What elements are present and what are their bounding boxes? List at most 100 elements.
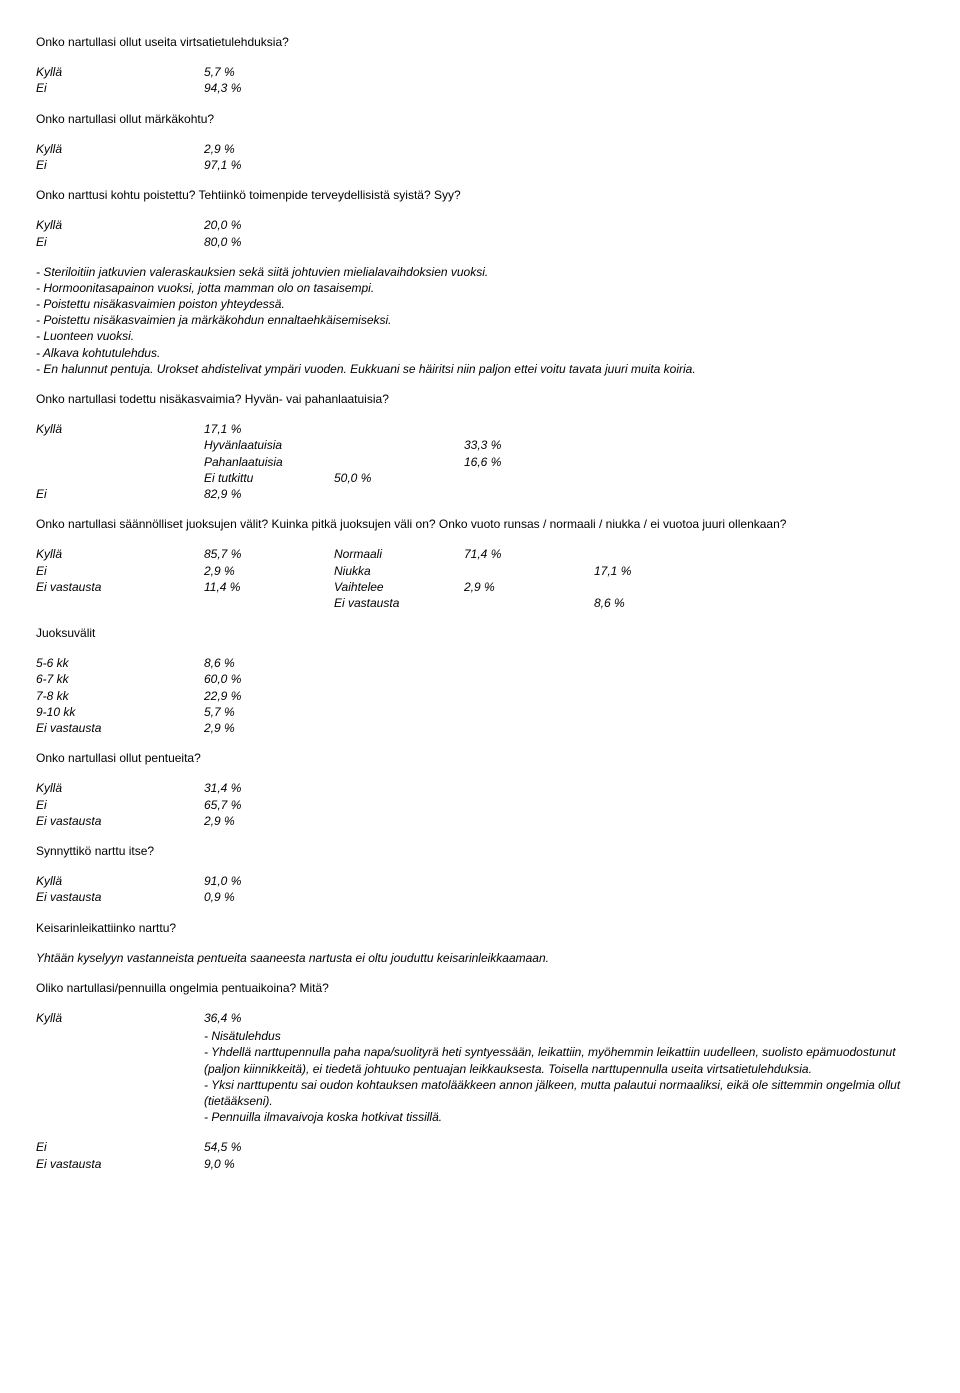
label: Ei (36, 797, 204, 813)
label: Pahanlaatuisia (204, 454, 334, 470)
value2 (464, 563, 594, 579)
label2: Ei vastausta (334, 595, 464, 611)
label: Ei (36, 563, 204, 579)
q4-sub-2: Ei tutkittu50,0 % (204, 470, 924, 486)
value: 2,9 % (204, 141, 334, 157)
value: 16,6 % (464, 454, 594, 470)
q2-row-1: Ei97,1 % (36, 157, 924, 173)
q6-row-2: 7-8 kk22,9 % (36, 688, 924, 704)
value: 91,0 % (204, 873, 334, 889)
question-6-title: Juoksuvälit (36, 625, 924, 641)
value3 (594, 546, 724, 562)
value: 36,4 % (204, 1010, 334, 1026)
question-10-title: Oliko nartullasi/pennuilla ongelmia pent… (36, 980, 924, 996)
value: 22,9 % (204, 688, 334, 704)
label: Kyllä (36, 421, 204, 437)
label: Ei (36, 234, 204, 250)
q5-row-3: Ei vastausta 8,6 % (36, 595, 924, 611)
q9-paragraph: Yhtään kyselyyn vastanneista pentueita s… (36, 950, 924, 966)
col (464, 470, 594, 486)
value: 2,9 % (204, 720, 334, 736)
value: 2,9 % (204, 813, 334, 829)
q3-bullet: - Hormoonitasapainon vuoksi, jotta mamma… (36, 280, 924, 296)
q7-row-1: Ei65,7 % (36, 797, 924, 813)
value: 17,1 % (204, 421, 334, 437)
value: 50,0 % (334, 470, 464, 486)
value: 2,9 % (204, 563, 334, 579)
value2 (464, 595, 594, 611)
label2: Niukka (334, 563, 464, 579)
value2: 71,4 % (464, 546, 594, 562)
q8-row-0: Kyllä91,0 % (36, 873, 924, 889)
question-1-title: Onko nartullasi ollut useita virtsatietu… (36, 34, 924, 50)
value: 20,0 % (204, 217, 334, 233)
label: Ei vastausta (36, 1156, 204, 1172)
q5-row-0: Kyllä 85,7 % Normaali 71,4 % (36, 546, 924, 562)
question-9-title: Keisarinleikattiinko narttu? (36, 920, 924, 936)
question-8-title: Synnyttikö narttu itse? (36, 843, 924, 859)
question-3-title: Onko narttusi kohtu poistettu? Tehtiinkö… (36, 187, 924, 203)
q4-sub-0: Hyvänlaatuisia 33,3 % (204, 437, 924, 453)
value: 5,7 % (204, 64, 334, 80)
q3-row-1: Ei80,0 % (36, 234, 924, 250)
label (36, 595, 204, 611)
q3-bullet: - Alkava kohtutulehdus. (36, 345, 924, 361)
value: 8,6 % (204, 655, 334, 671)
label: Kyllä (36, 1010, 204, 1026)
q10-bullet: - Yhdellä narttupennulla paha napa/suoli… (204, 1044, 924, 1076)
q2-row-0: Kyllä2,9 % (36, 141, 924, 157)
value: 94,3 % (204, 80, 334, 96)
label: 7-8 kk (36, 688, 204, 704)
q10-bullet: - Nisätulehdus (204, 1028, 924, 1044)
q10-eivastausta: Ei vastausta9,0 % (36, 1156, 924, 1172)
value: 60,0 % (204, 671, 334, 687)
q7-row-0: Kyllä31,4 % (36, 780, 924, 796)
col (334, 437, 464, 453)
q1-row-0: Kyllä5,7 % (36, 64, 924, 80)
q1-row-1: Ei94,3 % (36, 80, 924, 96)
value: 11,4 % (204, 579, 334, 595)
label: Ei (36, 1139, 204, 1155)
label: Kyllä (36, 141, 204, 157)
label: 6-7 kk (36, 671, 204, 687)
q3-bullet: - Poistettu nisäkasvaimien ja märkäkohdu… (36, 312, 924, 328)
label: 9-10 kk (36, 704, 204, 720)
value: 97,1 % (204, 157, 334, 173)
q6-row-1: 6-7 kk60,0 % (36, 671, 924, 687)
q6-row-0: 5-6 kk8,6 % (36, 655, 924, 671)
question-2-title: Onko nartullasi ollut märkäkohtu? (36, 111, 924, 127)
value2: 2,9 % (464, 579, 594, 595)
value: 65,7 % (204, 797, 334, 813)
q7-row-2: Ei vastausta2,9 % (36, 813, 924, 829)
label: Kyllä (36, 64, 204, 80)
q4-ei: Ei82,9 % (36, 486, 924, 502)
q3-bullet: - En halunnut pentuja. Urokset ahdisteli… (36, 361, 924, 377)
q8-row-1: Ei vastausta0,9 % (36, 889, 924, 905)
label: Ei vastausta (36, 579, 204, 595)
label2: Normaali (334, 546, 464, 562)
question-4-title: Onko nartullasi todettu nisäkasvaimia? H… (36, 391, 924, 407)
q3-bullet: - Steriloitiin jatkuvien valeraskauksien… (36, 264, 924, 280)
label: Hyvänlaatuisia (204, 437, 334, 453)
q10-ei: Ei54,5 % (36, 1139, 924, 1155)
q4-sub-1: Pahanlaatuisia 16,6 % (204, 454, 924, 470)
q3-bullet: - Poistettu nisäkasvaimien poiston yhtey… (36, 296, 924, 312)
q4-kylla: Kyllä17,1 % (36, 421, 924, 437)
value3: 17,1 % (594, 563, 724, 579)
q5-row-2: Ei vastausta 11,4 % Vaihtelee 2,9 % (36, 579, 924, 595)
value: 9,0 % (204, 1156, 334, 1172)
value: 85,7 % (204, 546, 334, 562)
value: 33,3 % (464, 437, 594, 453)
label: Ei (36, 486, 204, 502)
label: Kyllä (36, 217, 204, 233)
label2: Vaihtelee (334, 579, 464, 595)
value3: 8,6 % (594, 595, 724, 611)
label: Kyllä (36, 873, 204, 889)
label: Kyllä (36, 780, 204, 796)
value: 5,7 % (204, 704, 334, 720)
q3-row-0: Kyllä20,0 % (36, 217, 924, 233)
question-7-title: Onko nartullasi ollut pentueita? (36, 750, 924, 766)
q6-row-4: Ei vastausta2,9 % (36, 720, 924, 736)
q6-row-3: 9-10 kk5,7 % (36, 704, 924, 720)
value: 82,9 % (204, 486, 334, 502)
